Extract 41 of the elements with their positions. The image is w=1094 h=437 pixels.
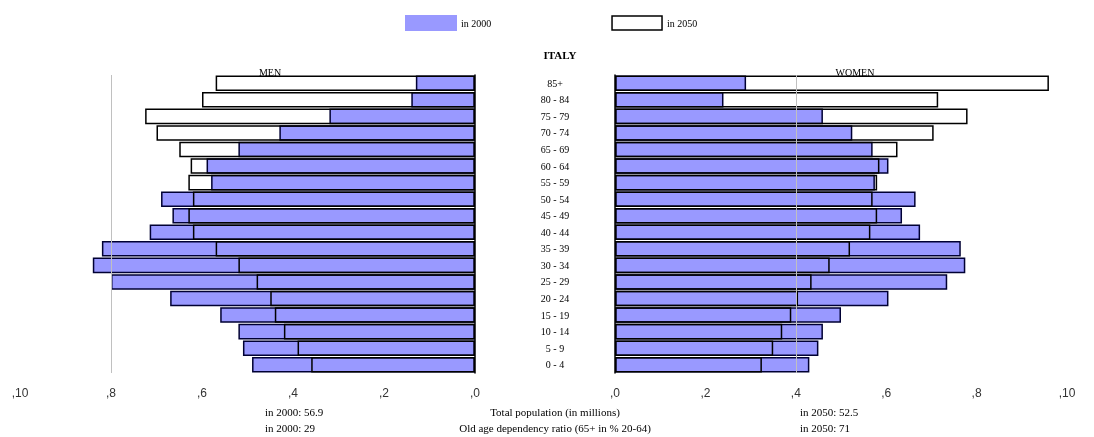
x-tick-label: ,10 bbox=[1058, 386, 1076, 400]
text: in 2050: 52.5 bbox=[800, 405, 859, 418]
y-tick-label: 25 - 29 bbox=[540, 276, 570, 288]
chart-subtitle: MEN bbox=[258, 66, 282, 78]
text: in 2000: 56.9 bbox=[265, 405, 324, 418]
y-tick-label: 40 - 44 bbox=[540, 226, 570, 238]
y-tick-label: 35 - 39 bbox=[540, 243, 570, 255]
x-tick-label: ,0 bbox=[609, 386, 621, 400]
x-tick-label: ,6 bbox=[196, 386, 208, 400]
x-tick-label: ,4 bbox=[287, 386, 299, 400]
y-tick-label: 70 - 74 bbox=[540, 127, 570, 139]
y-tick-label: 85+ bbox=[547, 77, 564, 89]
text: ITALY bbox=[543, 48, 577, 61]
y-tick-label: 75 - 79 bbox=[540, 110, 570, 122]
x-tick-label: ,8 bbox=[971, 386, 982, 400]
x-tick-label: ,8 bbox=[105, 386, 117, 400]
legend-label: in 2000 bbox=[461, 17, 492, 29]
x-tick-label: ,4 bbox=[790, 386, 802, 400]
x-tick-label: ,2 bbox=[378, 386, 390, 400]
x-tick-label: ,6 bbox=[881, 386, 892, 400]
x-tick-label: ,0 bbox=[469, 386, 481, 400]
y-tick-label: 30 - 34 bbox=[540, 259, 570, 271]
y-tick-label: 65 - 69 bbox=[540, 144, 570, 155]
y-tick-label: 55 - 59 bbox=[540, 177, 570, 189]
y-tick-label: 5 - 9 bbox=[545, 342, 565, 354]
y-tick-label: 60 - 64 bbox=[540, 160, 570, 172]
legend-label: in 2050 bbox=[667, 17, 698, 29]
text: Total population (in millions) bbox=[490, 405, 621, 419]
y-tick-label: 50 - 54 bbox=[540, 193, 570, 205]
y-tick-label: 15 - 19 bbox=[540, 309, 570, 321]
text: Old age dependency ratio (65+ in % 20-64) bbox=[459, 421, 652, 435]
y-tick-label: 45 - 49 bbox=[540, 210, 570, 222]
x-tick-label: ,2 bbox=[700, 386, 711, 400]
y-tick-label: 20 - 24 bbox=[540, 293, 570, 304]
y-tick-label: 0 - 4 bbox=[545, 359, 565, 371]
x-tick-label: ,10 bbox=[11, 386, 29, 400]
chart-subtitle: WOMEN bbox=[835, 66, 875, 78]
y-tick-label: 80 - 84 bbox=[540, 94, 570, 106]
y-tick-label: 10 - 14 bbox=[540, 326, 570, 338]
text: in 2050: 71 bbox=[800, 421, 851, 434]
text: in 2000: 29 bbox=[265, 421, 316, 434]
